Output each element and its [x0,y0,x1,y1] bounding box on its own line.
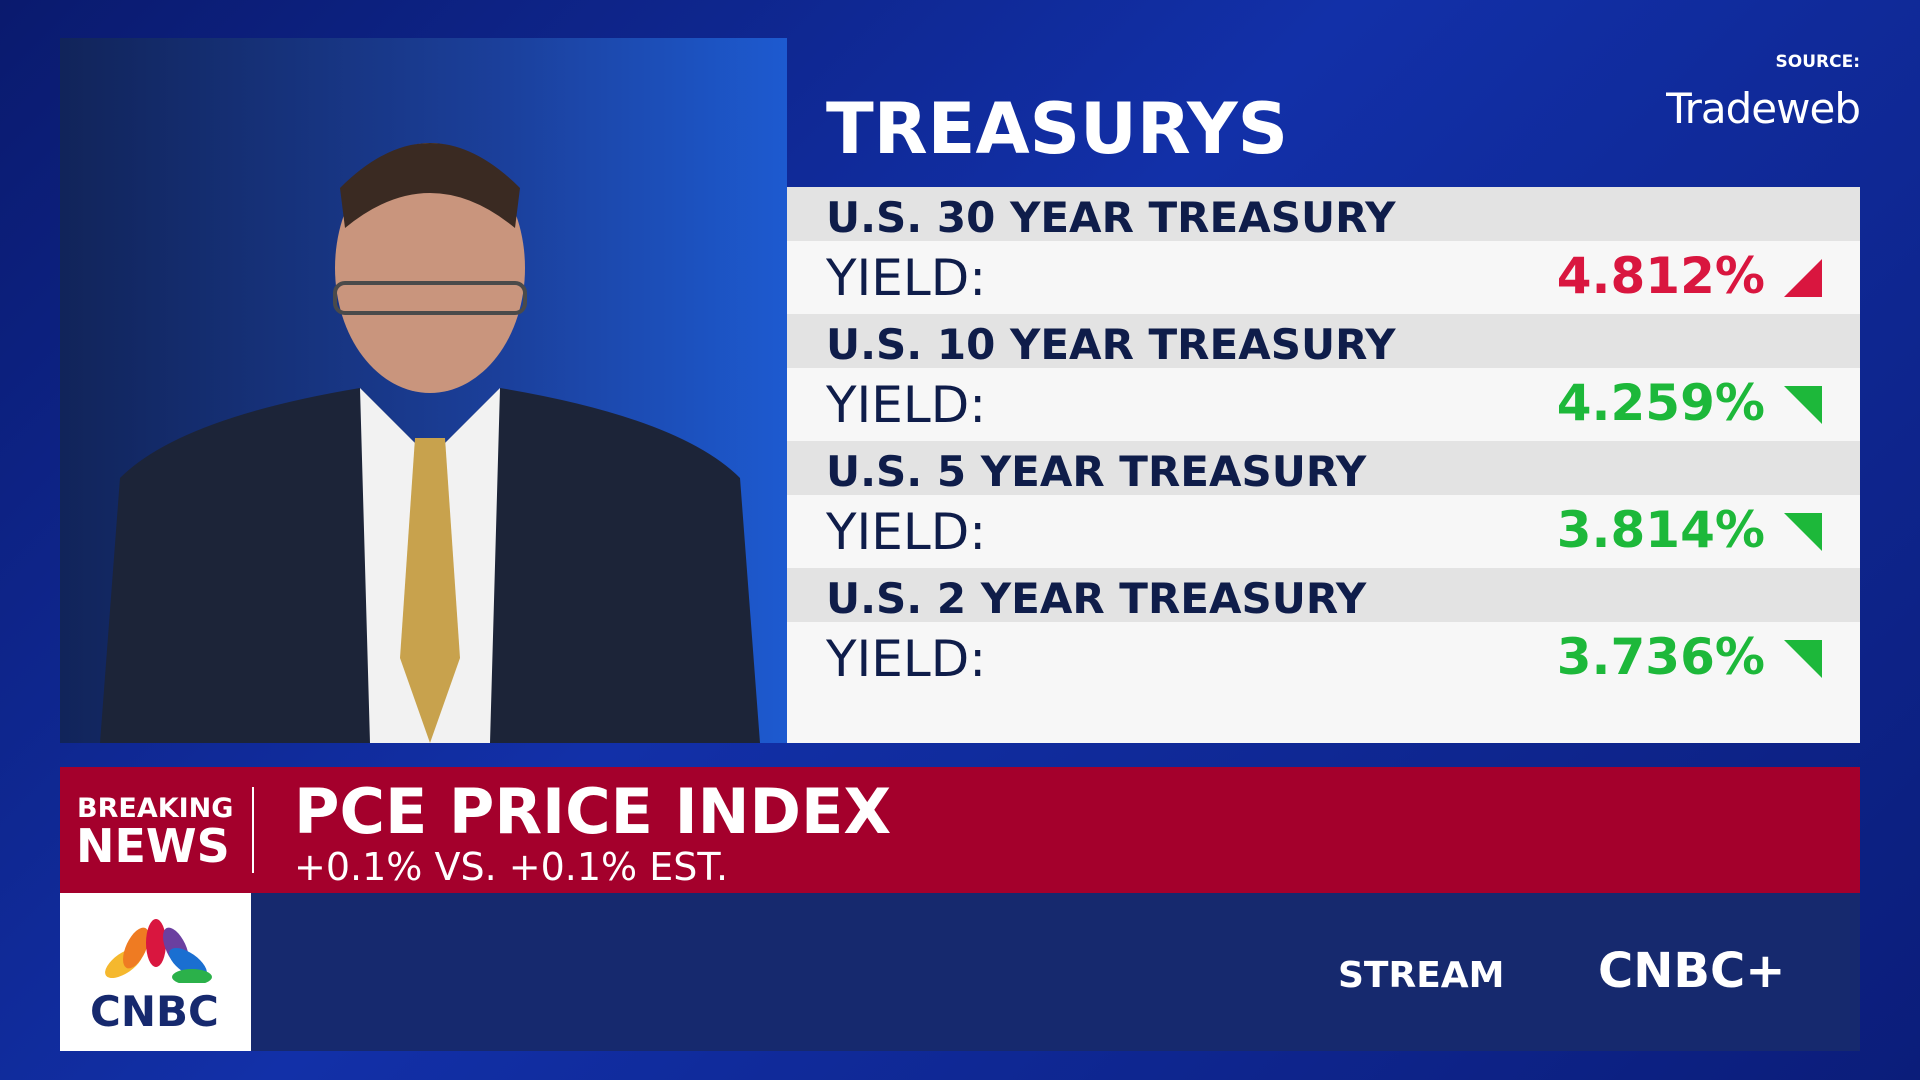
row-name: U.S. 10 YEAR TREASURY [826,320,1396,369]
source-name: Tradeweb [1666,84,1861,133]
row-name: U.S. 30 YEAR TREASURY [826,193,1396,242]
logo-text: CNBC [90,987,219,1036]
row-header: U.S. 5 YEAR TREASURY [787,441,1860,496]
headline: PCE PRICE INDEX [294,775,892,848]
source-label: SOURCE: [1775,52,1860,72]
yield-label: YIELD: [826,503,987,561]
row-header: U.S. 2 YEAR TREASURY [787,568,1860,623]
trend-arrow [1784,513,1822,551]
arrow-shape [1784,640,1822,678]
row-name: U.S. 2 YEAR TREASURY [826,574,1367,623]
logo-box: CNBC [60,893,251,1051]
breaking-bar: BREAKING NEWS PCE PRICE INDEX +0.1% VS. … [60,767,1860,893]
row-header: U.S. 30 YEAR TREASURY [787,187,1860,242]
yield-value: 3.736% [1556,628,1765,686]
brand-text: CNBC+ [1598,943,1786,999]
row-body: YIELD: 3.814% [787,495,1860,568]
yield-label: YIELD: [826,376,987,434]
video-feed [60,38,787,743]
yield-value: 4.812% [1556,247,1765,305]
footer-bar: CNBC STREAM CNBC+ [60,893,1860,1051]
arrow-shape [1784,386,1822,424]
treasury-panel: U.S. 30 YEAR TREASURY YIELD: 4.812% U.S. 10… [787,187,1860,743]
trend-arrow [1784,386,1822,424]
row-body: YIELD: 4.259% [787,368,1860,441]
row-header: U.S. 10 YEAR TREASURY [787,314,1860,369]
breaking-tag: NEWS [76,819,230,873]
row-body: YIELD: 4.812% [787,241,1860,314]
anchor-silhouette [100,143,760,743]
yield-label: YIELD: [826,249,987,307]
stream-text: STREAM [1338,955,1505,996]
arrow-shape [1784,513,1822,551]
yield-value: 4.259% [1556,374,1765,432]
subhead: +0.1% VS. +0.1% EST. [294,845,729,889]
peacock-icon [105,919,212,983]
trend-arrow [1784,259,1822,297]
divider [252,787,254,873]
yield-value: 3.814% [1556,501,1765,559]
panel-title: TREASURYS [826,88,1289,170]
row-body: YIELD: 3.736% [787,622,1860,695]
yield-label: YIELD: [826,630,987,688]
arrow-shape [1784,259,1822,297]
breaking-tag: BREAKING [77,793,234,824]
trend-arrow [1784,640,1822,678]
row-name: U.S. 5 YEAR TREASURY [826,447,1367,496]
